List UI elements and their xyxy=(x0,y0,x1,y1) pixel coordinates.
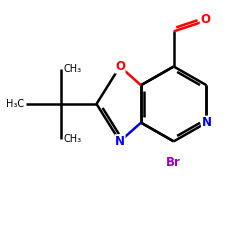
Text: Br: Br xyxy=(166,156,181,169)
Text: H₃C: H₃C xyxy=(6,99,24,109)
Text: CH₃: CH₃ xyxy=(64,64,82,74)
Text: N: N xyxy=(202,116,211,129)
Text: N: N xyxy=(115,135,125,148)
Text: O: O xyxy=(115,60,125,73)
Text: O: O xyxy=(200,13,210,26)
Text: CH₃: CH₃ xyxy=(64,134,82,144)
